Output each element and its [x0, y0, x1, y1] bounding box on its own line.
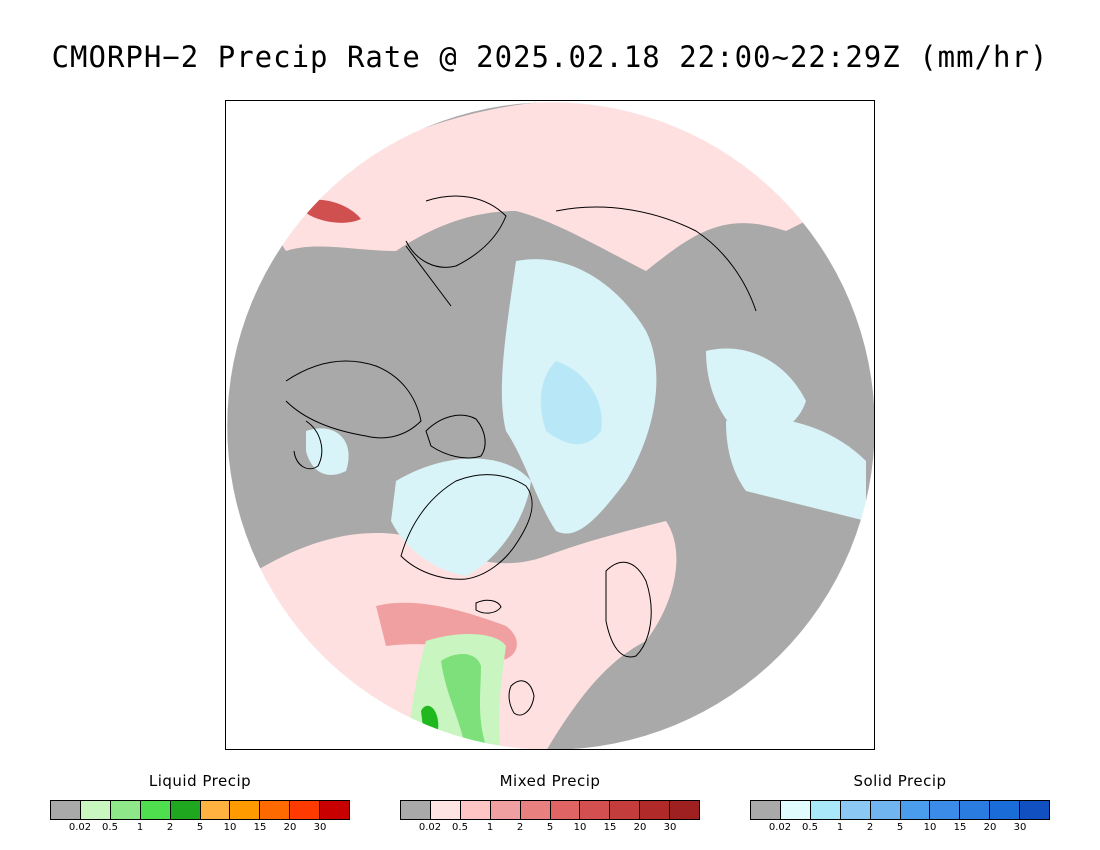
- legend-liquid-tick-label: 2: [166, 822, 174, 833]
- alaska-border-line: [405, 245, 452, 307]
- legend-mixed-swatch: [640, 801, 671, 819]
- legend-liquid-swatch: [170, 801, 201, 819]
- map-disk: [227, 102, 874, 749]
- solid-precip-east: [726, 417, 866, 521]
- legend-mixed-swatch: [550, 801, 581, 819]
- iceland-coast: [475, 599, 502, 614]
- legend-solid-tick-label: 15: [953, 822, 967, 833]
- siberia-coast: [555, 206, 757, 312]
- legend-liquid-ticks: 0.02 0.5 1 2 5 10 15 20 30: [50, 822, 350, 836]
- legend-mixed-swatch: [401, 801, 431, 819]
- legend-mixed-label: Mixed Precip: [499, 772, 601, 790]
- legend-solid-swatch: [960, 801, 991, 819]
- solid-precip-arctic-core: [540, 361, 602, 445]
- legend-mixed-tick-label: 2: [516, 822, 524, 833]
- legend-solid-bar: [750, 800, 1050, 820]
- legend-solid-swatch: [930, 801, 961, 819]
- legend-liquid-label: Liquid Precip: [148, 772, 252, 790]
- legend-liquid-swatch: [320, 801, 350, 819]
- map-title: CMORPH−2 Precip Rate @ 2025.02.18 22:00~…: [51, 40, 1049, 74]
- greenland-coast: [400, 474, 533, 580]
- alaska-coast: [405, 195, 507, 268]
- legend-solid-tick-label: 0.5: [802, 822, 818, 833]
- legend-solid-swatch: [870, 801, 901, 819]
- legend-mixed-swatch: [610, 801, 641, 819]
- legend-solid-swatch: [1020, 801, 1050, 819]
- legend-mixed-tick-label: 1: [486, 822, 494, 833]
- legend-liquid-swatch: [200, 801, 231, 819]
- legend-mixed-swatch: [580, 801, 611, 819]
- legend-liquid: Liquid Precip 0.02 0.5 1 2 5 10 15 20 30: [50, 772, 350, 836]
- solid-precip-greenland: [391, 458, 531, 576]
- legend-mixed-tick-label: 20: [633, 822, 647, 833]
- map-canvas: [226, 101, 874, 749]
- mixed-precip-heavy-spot: [306, 199, 361, 223]
- legend-solid-tick-label: 30: [1013, 822, 1027, 833]
- legend-solid-swatch: [780, 801, 811, 819]
- british-isles-coast: [508, 680, 535, 716]
- legend-mixed-swatch: [490, 801, 521, 819]
- legend-liquid-tick-label: 0.02: [68, 822, 92, 833]
- solid-precip-siberia: [706, 348, 806, 435]
- legend-mixed-swatch: [670, 801, 700, 819]
- legend-solid-swatch: [751, 801, 781, 819]
- polar-precip-map: [225, 100, 875, 750]
- disk-edge: [226, 101, 874, 749]
- canadian-archipelago-coast: [425, 414, 486, 459]
- legend-liquid-swatch: [260, 801, 291, 819]
- legend-liquid-tick-label: 20: [283, 822, 297, 833]
- scandinavia-coast: [605, 561, 652, 658]
- legend-mixed-swatch: [460, 801, 491, 819]
- legend-solid-swatch: [840, 801, 871, 819]
- legend-mixed-bar: [400, 800, 700, 820]
- legend-solid-tick-label: 0.02: [768, 822, 792, 833]
- legend-solid-label: Solid Precip: [853, 772, 947, 790]
- legend-liquid-swatch: [80, 801, 111, 819]
- legend-liquid-tick-label: 1: [136, 822, 144, 833]
- legend-liquid-tick-label: 10: [223, 822, 237, 833]
- legend-mixed: Mixed Precip 0.02 0.5 1 2 5 10 15 20 30: [400, 772, 700, 836]
- canada-mainland-coast: [285, 360, 422, 439]
- hudson-bay-coast: [293, 420, 323, 470]
- mixed-precip-north-pacific: [266, 102, 826, 271]
- legend-mixed-tick-label: 10: [573, 822, 587, 833]
- legend-liquid-swatch: [51, 801, 81, 819]
- legend-liquid-swatch: [140, 801, 171, 819]
- legend-solid-swatch: [900, 801, 931, 819]
- liquid-precip-core: [441, 654, 488, 749]
- legend-solid-tick-label: 20: [983, 822, 997, 833]
- legend-solid-tick-label: 1: [836, 822, 844, 833]
- legend-solid-swatch: [990, 801, 1021, 819]
- legend-solid-ticks: 0.02 0.5 1 2 5 10 15 20 30: [750, 822, 1050, 836]
- legend-liquid-tick-label: 0.5: [102, 822, 118, 833]
- legend-solid-tick-label: 5: [896, 822, 904, 833]
- legend-mixed-swatch: [520, 801, 551, 819]
- legend-liquid-swatch: [290, 801, 321, 819]
- legend-liquid-tick-label: 5: [196, 822, 204, 833]
- legend-solid-tick-label: 2: [866, 822, 874, 833]
- legend-mixed-tick-label: 15: [603, 822, 617, 833]
- legend-mixed-tick-label: 5: [546, 822, 554, 833]
- legend-liquid-bar: [50, 800, 350, 820]
- legend-solid-tick-label: 10: [923, 822, 937, 833]
- legend-mixed-tick-label: 0.5: [452, 822, 468, 833]
- legend-mixed-tick-label: 0.02: [418, 822, 442, 833]
- legend-liquid-swatch: [230, 801, 261, 819]
- legend-solid-swatch: [810, 801, 841, 819]
- solid-precip-canada: [306, 428, 349, 475]
- legend-mixed-tick-label: 30: [663, 822, 677, 833]
- legend-solid: Solid Precip 0.02 0.5 1 2 5 10 15 20 30: [750, 772, 1050, 836]
- legend-mixed-swatch: [430, 801, 461, 819]
- legend-liquid-tick-label: 30: [313, 822, 327, 833]
- legend-liquid-tick-label: 15: [253, 822, 267, 833]
- legend-liquid-swatch: [110, 801, 141, 819]
- legend-mixed-ticks: 0.02 0.5 1 2 5 10 15 20 30: [400, 822, 700, 836]
- coastlines: [285, 195, 757, 716]
